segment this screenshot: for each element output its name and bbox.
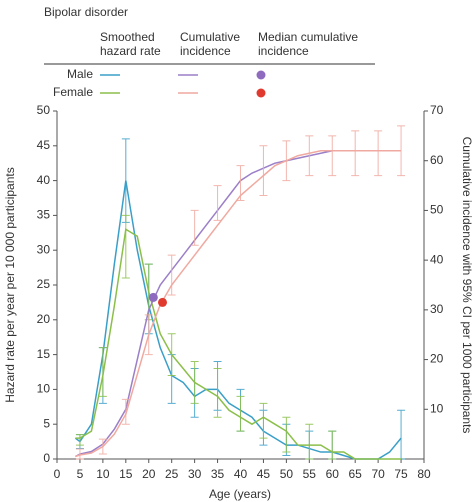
y2-tick-label: 10 <box>430 401 444 415</box>
median-point <box>148 292 158 302</box>
series-line <box>75 228 402 460</box>
x-tick-label: 30 <box>188 467 202 481</box>
x-tick-label: 70 <box>371 467 385 481</box>
error-bar <box>397 409 406 460</box>
error-bar <box>121 214 130 279</box>
error-bar <box>351 130 360 177</box>
error-bar <box>328 135 337 177</box>
y2-tick-label: 60 <box>430 153 444 167</box>
y-tick-label: 5 <box>43 416 50 430</box>
x-tick-label: 80 <box>417 467 431 481</box>
x-tick-label: 20 <box>142 467 156 481</box>
y2-tick-label: 40 <box>430 252 444 266</box>
y-tick-label: 40 <box>37 173 51 187</box>
x-tick-label: 35 <box>211 467 225 481</box>
error-bar <box>374 130 383 177</box>
y-tick-label: 10 <box>37 382 51 396</box>
y-tick-label: 15 <box>37 347 51 361</box>
series-line <box>74 180 402 460</box>
y-tick-label: 25 <box>37 277 51 291</box>
legend-swatch <box>256 88 266 98</box>
legend-swatch <box>256 70 266 80</box>
error-bar <box>167 254 176 296</box>
error-bar <box>305 423 314 460</box>
median-point <box>158 297 168 307</box>
legend-row: Male <box>67 67 93 81</box>
x-tick-label: 10 <box>96 467 110 481</box>
error-bar <box>213 368 222 418</box>
legend-column: Median cumulative incidence <box>258 30 359 58</box>
error-bar <box>213 185 222 221</box>
x-axis-label: Age (years) <box>209 487 271 501</box>
x-tick-label: 75 <box>394 467 408 481</box>
x-tick-label: 0 <box>54 467 61 481</box>
error-bar <box>397 125 406 177</box>
error-bar <box>259 402 268 439</box>
y2-tick-label: 20 <box>430 352 444 366</box>
x-tick-label: 50 <box>280 467 294 481</box>
x-tick-label: 45 <box>257 467 271 481</box>
y2-axis-label: Cumulative incidence with 95% CI per 100… <box>460 137 474 434</box>
series-line <box>75 150 402 458</box>
x-tick-label: 25 <box>165 467 179 481</box>
x-tick-label: 40 <box>234 467 248 481</box>
y-tick-label: 30 <box>37 242 51 256</box>
error-bar <box>328 430 337 460</box>
y-tick-label: 45 <box>37 138 51 152</box>
y2-tick-label: 50 <box>430 203 444 217</box>
error-bar <box>190 209 199 246</box>
x-tick-label: 15 <box>119 467 133 481</box>
x-tick-label: 65 <box>349 467 363 481</box>
legend-column: Smoothed hazard rate <box>100 30 161 58</box>
legend-row: Female <box>53 85 93 99</box>
y-axis-label: Hazard rate per year per 10 000 particip… <box>3 167 17 402</box>
x-tick-label: 55 <box>303 467 317 481</box>
error-bar <box>75 434 84 446</box>
x-tick-label: 60 <box>326 467 340 481</box>
error-bar <box>282 416 291 453</box>
y2-tick-label: 30 <box>430 302 444 316</box>
error-bar <box>259 145 268 197</box>
y2-tick-label: 70 <box>430 103 444 117</box>
error-bar <box>75 448 84 460</box>
x-tick-label: 5 <box>77 467 84 481</box>
y-tick-label: 50 <box>37 103 51 117</box>
y-tick-label: 35 <box>37 208 51 222</box>
legend-column: Cumulative incidence <box>180 30 241 58</box>
error-bar <box>305 135 314 177</box>
y-tick-label: 0 <box>43 451 50 465</box>
error-bar <box>236 395 245 432</box>
y-tick-label: 20 <box>37 312 51 326</box>
chart-title: Bipolar disorder <box>44 5 128 19</box>
